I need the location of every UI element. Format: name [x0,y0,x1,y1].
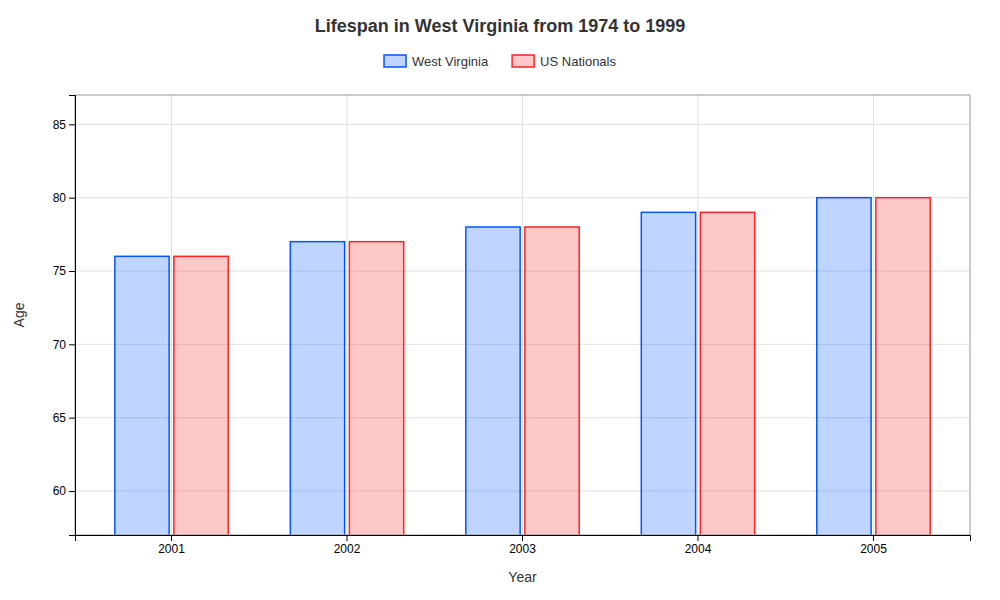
y-tick-mark [69,124,75,125]
x-axis-title: Year [508,569,537,585]
legend-swatch [384,55,406,67]
legend-item: West Virginia [384,54,489,69]
series-bars [174,198,930,535]
bar [290,242,344,535]
x-tick: 2004 [685,535,712,556]
legend-label: West Virginia [412,54,489,69]
plot-area: 2001 2002 2003 2004 2005 60 65 70 75 80 85 [53,95,971,600]
legend: West Virginia US Nationals [384,54,616,69]
y-axis: 60 65 70 75 80 85 [53,96,76,536]
y-tick-mark [69,418,75,419]
bar [174,256,228,535]
x-grid-line [697,95,698,535]
y-tick-mark [69,344,75,345]
y-tick: 60 [53,484,75,498]
x-tick-label: 2001 [158,542,185,556]
plot-frame [75,95,970,535]
x-grid-line [873,95,874,535]
legend-swatch [512,55,534,67]
x-tick-label: 2005 [860,542,887,556]
y-axis-line [69,96,76,536]
bars [115,198,930,535]
bar [349,242,403,535]
bar [525,227,579,535]
y-tick: 70 [53,338,75,352]
x-grid-line [522,95,523,535]
x-tick: 2002 [334,535,361,556]
legend-label: US Nationals [540,54,616,69]
x-axis: 2001 2002 2003 2004 2005 [76,535,971,556]
y-tick: 85 [53,118,75,132]
y-tick-label: 70 [53,338,67,352]
y-tick: 80 [53,191,75,205]
y-tick-label: 65 [53,411,67,425]
y-tick-mark [69,491,75,492]
y-tick-mark [69,198,75,199]
x-tick-mark [522,535,523,541]
x-tick-label: 2002 [334,542,361,556]
y-axis-title: Age [11,302,27,327]
x-grid-line [171,95,172,535]
x-tick: 2001 [158,535,185,556]
y-tick-label: 60 [53,484,67,498]
x-tick-mark [347,535,348,541]
legend-item: US Nationals [512,54,616,69]
y-tick: 65 [53,411,75,425]
x-tick-mark [697,535,698,541]
chart-svg: 2001 2002 2003 2004 2005 60 65 70 75 80 85 Year Age L… [0,0,1000,600]
x-tick: 2005 [860,535,887,556]
bar [115,256,169,535]
chart-title: Lifespan in West Virginia from 1974 to 1… [315,16,685,36]
x-tick-mark [873,535,874,541]
x-grid-line [347,95,348,535]
x-tick-mark [171,535,172,541]
x-tick-label: 2003 [509,542,536,556]
series-bars [115,198,871,535]
y-tick: 75 [53,264,75,278]
bar [641,212,695,535]
y-tick-label: 75 [53,264,67,278]
bar [876,198,930,535]
y-tick-mark [69,271,75,272]
y-tick-label: 85 [53,118,67,132]
bar [817,198,871,535]
bar [700,212,754,535]
x-tick-label: 2004 [685,542,712,556]
bar [466,227,520,535]
x-axis-line [76,536,971,542]
x-tick: 2003 [509,535,536,556]
y-tick-label: 80 [53,191,67,205]
